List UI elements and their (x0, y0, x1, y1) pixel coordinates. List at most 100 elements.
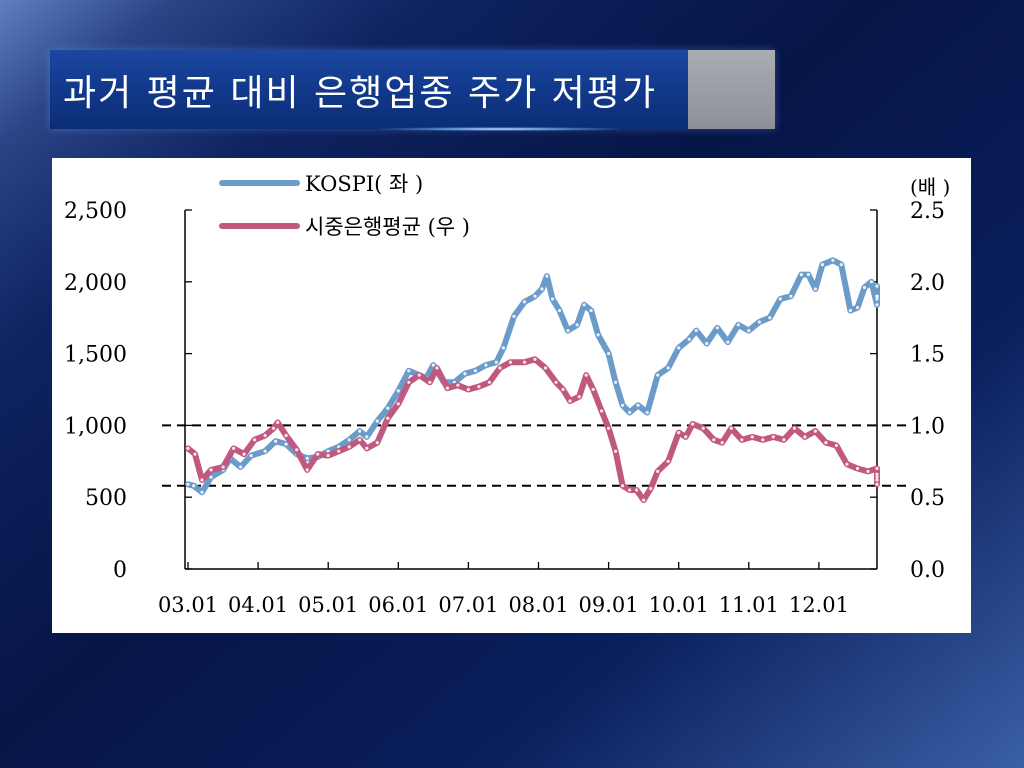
legend-label-kospi: KOSPI( 좌 ) (305, 172, 423, 196)
kospi-data-point (463, 372, 467, 376)
kospi-data-point (589, 308, 593, 313)
kospi-data-point (628, 410, 632, 415)
kospi-data-point (540, 287, 544, 291)
kospi-data-point (666, 366, 670, 370)
bank-average-data-point (543, 366, 548, 370)
bank-average-data-point (677, 431, 681, 435)
kospi-data-point (736, 323, 740, 327)
bank-average-data-point (824, 441, 828, 445)
kospi-data-point (656, 373, 660, 377)
bank-average-data-point (771, 435, 775, 439)
bank-average-data-point (568, 399, 572, 403)
x-axis-tick-label: 09.01 (579, 593, 639, 617)
bank-average-data-point (386, 416, 390, 420)
kospi-data-point (358, 429, 362, 433)
x-axis-tick-label: 03.01 (158, 593, 218, 617)
bank-average-data-point (221, 465, 225, 469)
bank-average-data-point (358, 438, 362, 442)
kospi-data-point (494, 360, 498, 364)
bank-average-data-point (209, 468, 213, 472)
kospi-data-point (621, 403, 625, 407)
bank-average-data-point (656, 469, 660, 473)
bank-average-data-point (347, 445, 351, 449)
left-axis-tick-label: 500 (85, 486, 127, 511)
dual-axis-line-chart: 0 500 1,000 1,500 2,000 2,500 0.0 0.5 1.0 1.5 2.0 2… (64, 172, 950, 617)
bank-average-data-point (193, 452, 197, 456)
kospi-data-point (636, 403, 640, 407)
kospi-series-line (185, 257, 880, 496)
kospi-data-point (186, 482, 190, 486)
title-bar: 과거 평균 대비 은행업종 주가 저평가 (50, 50, 775, 131)
bank-average-data-point (561, 387, 565, 392)
bank-average-data-point (456, 383, 460, 387)
bank-average-data-point (435, 366, 439, 370)
bank-average-data-point (740, 438, 744, 442)
kospi-data-point (862, 285, 867, 290)
bank-average-data-point (855, 466, 860, 471)
x-axis-tick-label: 11.01 (719, 593, 779, 617)
kospi-data-point (614, 380, 618, 384)
kospi-data-point (875, 297, 879, 301)
bank-average-data-point (305, 468, 309, 472)
bank-average-data-point (875, 466, 879, 471)
kospi-data-point (375, 419, 379, 423)
bank-average-data-point (466, 387, 470, 392)
bank-average-data-point (522, 360, 527, 364)
kospi-data-point (545, 274, 549, 278)
kospi-data-point (347, 438, 351, 442)
kospi-data-point (274, 439, 278, 443)
right-axis-tick-label: 0.5 (910, 486, 945, 511)
bank-average-data-point (845, 462, 849, 466)
bank-average-data-point (684, 435, 688, 439)
bank-average-data-point (607, 426, 611, 430)
kospi-data-point (263, 449, 267, 453)
bank-average-data-point (803, 435, 807, 439)
kospi-data-point (407, 369, 411, 373)
right-axis-unit-label: (배 ) (910, 175, 950, 199)
kospi-data-point (326, 449, 330, 453)
kospi-data-point (855, 306, 860, 310)
bank-average-data-point (712, 438, 716, 442)
kospi-data-point (726, 340, 730, 344)
kospi-data-point (831, 258, 835, 262)
bank-average-data-point (428, 380, 432, 384)
bank-average-data-point (649, 487, 653, 491)
bank-average-data-point (642, 498, 646, 502)
bank-average-data-point (666, 459, 670, 463)
kospi-data-point (249, 454, 253, 458)
kospi-data-point (284, 442, 288, 446)
bank-average-data-point (761, 438, 765, 442)
bank-average-data-point (487, 380, 491, 384)
kospi-data-point (799, 273, 804, 277)
kospi-data-point (566, 329, 570, 333)
bank-average-data-point (396, 402, 400, 406)
bank-average-data-point (584, 373, 588, 377)
bank-average-data-point (186, 446, 190, 450)
kospi-data-point (209, 475, 213, 479)
kospi-data-point (473, 369, 477, 373)
bank-average-data-point (508, 360, 513, 364)
kospi-data-point (806, 273, 811, 277)
bank-average-data-point (375, 441, 379, 445)
kospi-data-point (869, 280, 874, 284)
bank-average-series-line (185, 356, 880, 504)
kospi-data-point (645, 410, 649, 415)
kospi-data-point (575, 323, 579, 327)
bank-average-data-point (253, 438, 257, 442)
kospi-data-point (431, 363, 435, 367)
kospi-data-point (582, 303, 586, 307)
kospi-data-point (550, 297, 555, 301)
kospi-data-point (820, 263, 825, 267)
bank-average-data-point (498, 366, 502, 370)
kospi-data-point (789, 294, 793, 298)
bank-average-data-point (200, 478, 204, 482)
bank-average-data-point (701, 426, 705, 430)
kospi-data-point (687, 337, 691, 341)
bank-average-data-point (875, 478, 879, 482)
bank-average-data-point (591, 387, 595, 392)
bank-average-data-point (577, 395, 581, 399)
kospi-data-point (705, 341, 709, 346)
kospi-data-point (677, 346, 681, 350)
bank-average-data-point (834, 443, 839, 448)
kospi-data-point (365, 435, 369, 439)
